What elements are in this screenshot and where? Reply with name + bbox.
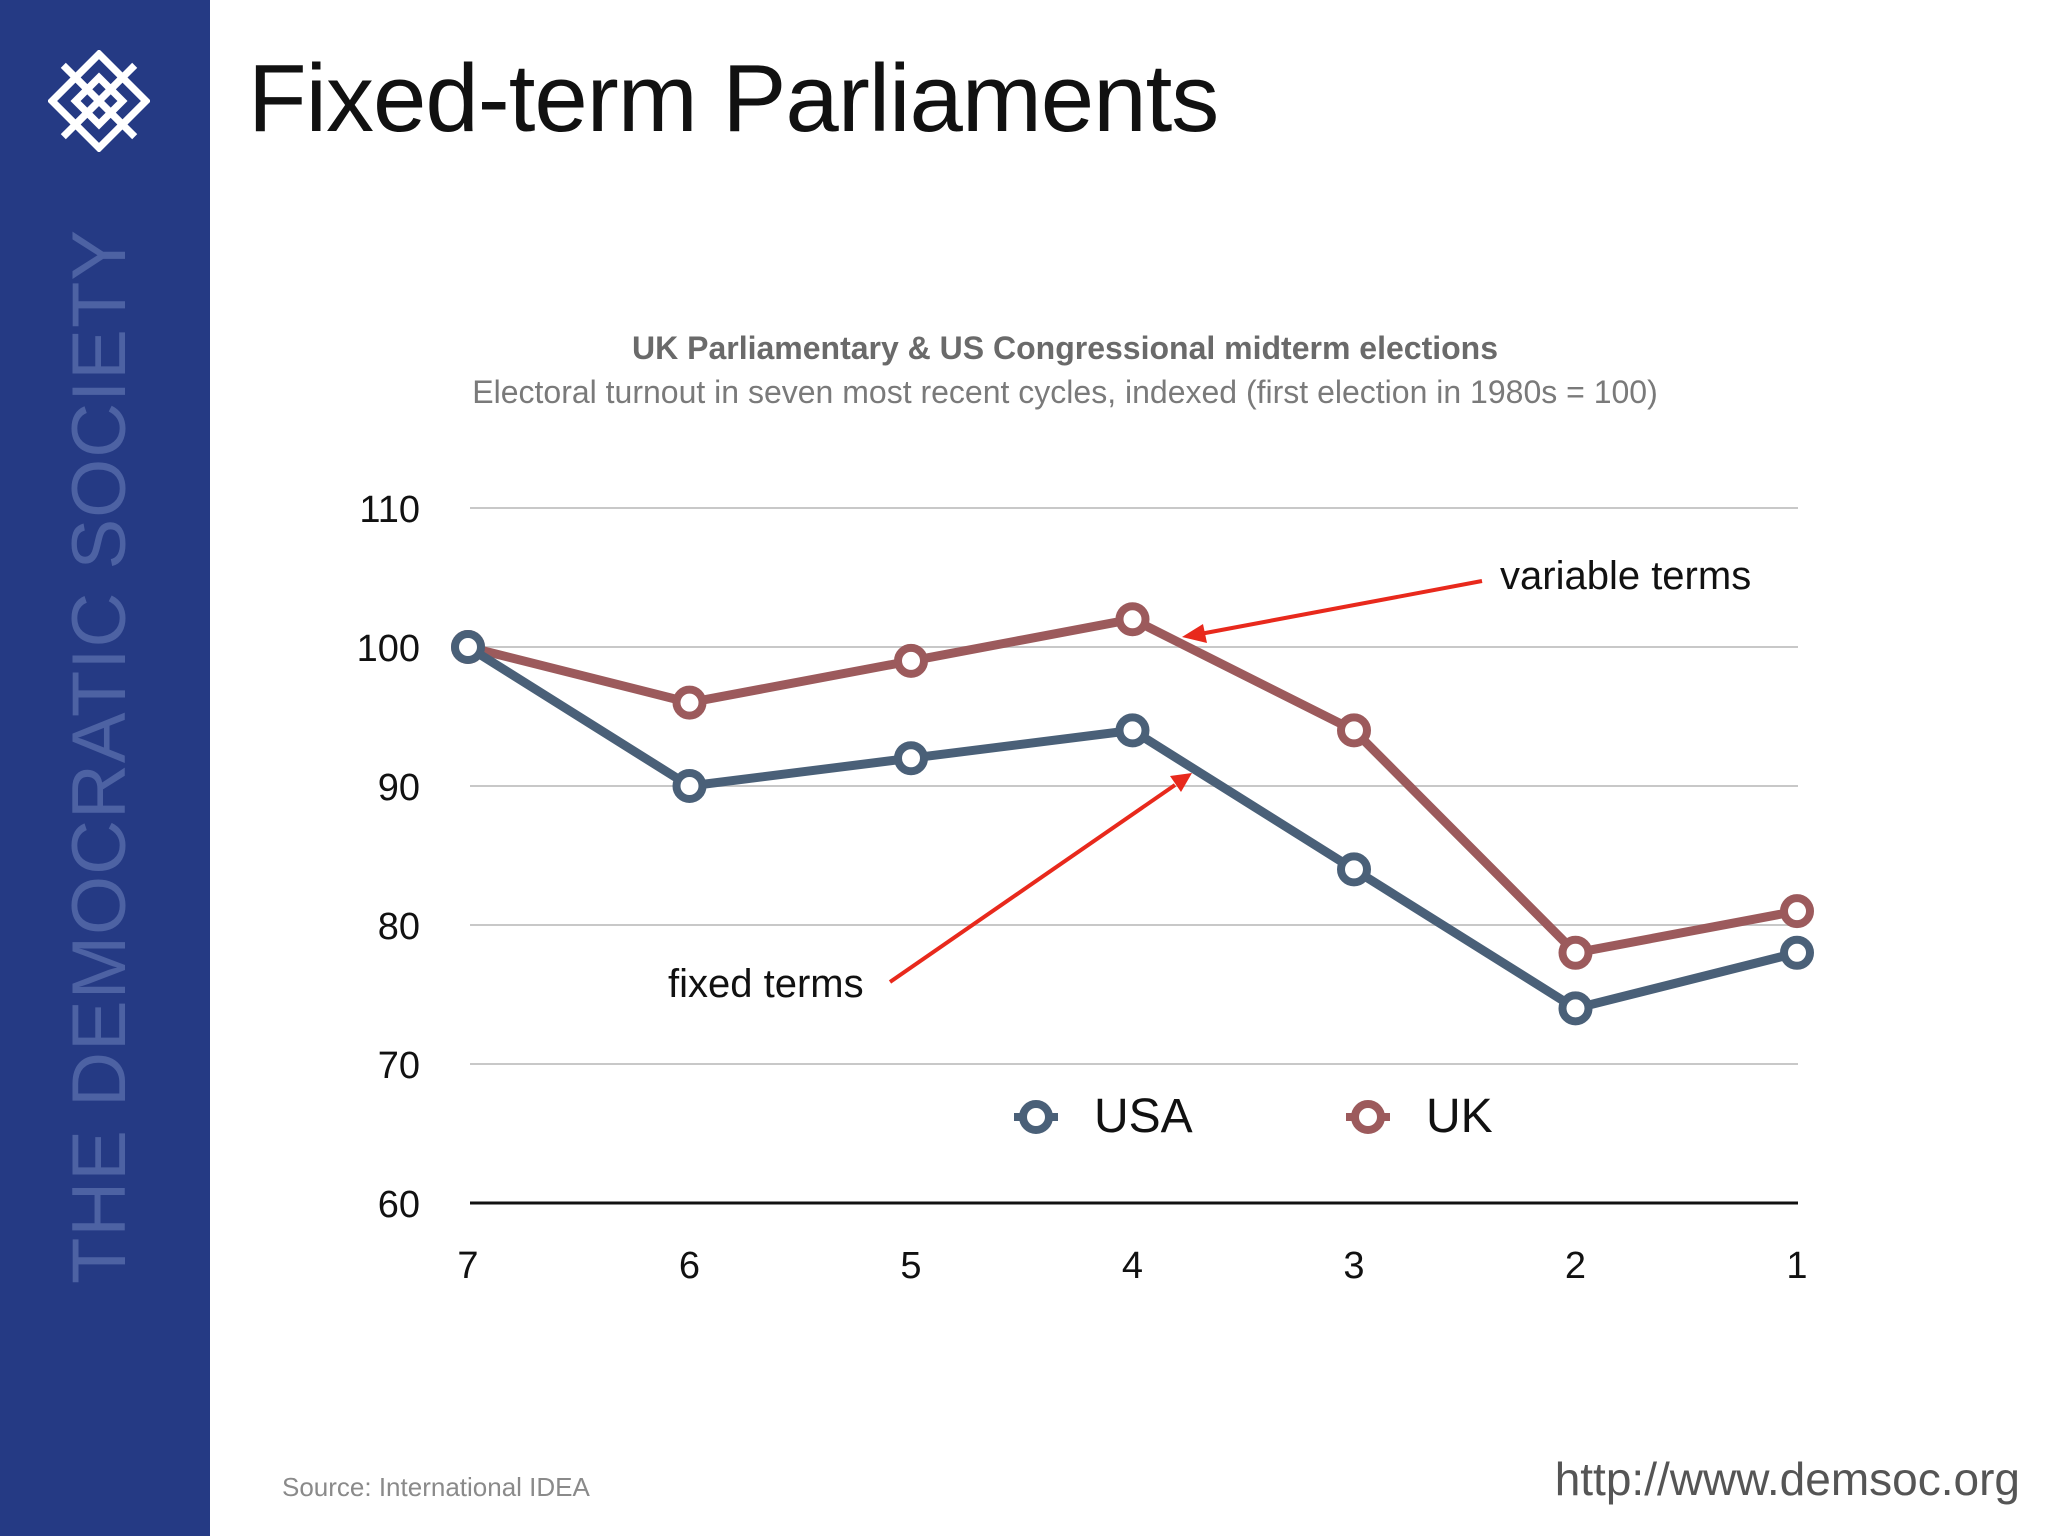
x-tick-label: 1 [1786,1245,1807,1287]
legend-usa-label: USA [1094,1090,1193,1143]
data-point-usa [672,769,707,803]
data-point-uk [1115,602,1150,637]
variable-terms-arrow-head [1182,624,1207,643]
variable-terms-arrow-line [1199,579,1483,636]
chart-subtitle: Electoral turnout in seven most recent c… [472,374,1658,410]
data-point-uk [1558,935,1593,970]
annotation-fixed-terms: fixed terms [668,962,864,1006]
data-point-usa [1558,991,1593,1026]
fixed-terms-arrow-head [1170,773,1192,792]
data-point-usa [1115,713,1150,748]
data-point-usa [894,741,928,776]
data-point-usa [1780,935,1814,970]
y-tick-label: 100 [357,628,420,670]
data-point-uk [894,643,928,678]
y-tick-label: 110 [359,489,420,531]
website-url: http://www.demsoc.org [1554,1453,2020,1505]
y-tick-label: 80 [378,906,420,948]
legend-uk-marker [1351,1100,1385,1134]
data-point-uk [1780,894,1814,929]
sidebar: THE DEMOCRATIC SOCIETY [0,0,210,1536]
x-tick-label: 6 [679,1245,700,1287]
data-point-usa [1337,852,1371,887]
legend-usa-marker [1019,1100,1053,1134]
annotation-variable-terms: variable terms [1500,554,1751,598]
page-title: Fixed-term Parliaments [248,45,1219,152]
y-tick-label: 90 [378,767,420,809]
x-tick-label: 5 [900,1245,921,1287]
x-tick-label: 4 [1122,1245,1143,1287]
y-tick-label: 70 [378,1045,420,1087]
fixed-terms-arrow-line [888,783,1177,984]
interlaced-square-logo-icon [48,50,150,152]
legend-uk-label: UK [1426,1090,1493,1143]
y-tick-label: 60 [378,1184,420,1226]
x-tick-label: 7 [457,1245,478,1287]
source-note: Source: International IDEA [282,1472,590,1502]
data-point-uk [1337,713,1371,748]
chart-title: UK Parliamentary & US Congressional midt… [631,330,1499,366]
data-point-uk [672,685,707,720]
x-tick-label: 3 [1343,1245,1364,1287]
x-tick-label: 2 [1565,1245,1586,1287]
data-point-usa [451,630,485,664]
